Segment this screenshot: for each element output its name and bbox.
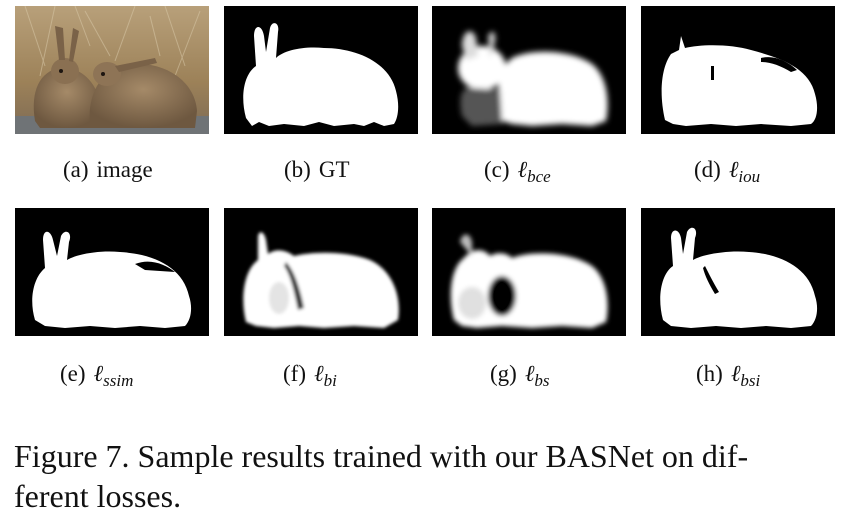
label-b: (b) GT	[284, 157, 350, 182]
ssim-mask	[15, 208, 209, 336]
iou-mask	[641, 6, 835, 134]
bce-mask	[432, 6, 626, 134]
panel-f-mask	[224, 208, 418, 336]
label-a: (a) image	[63, 157, 153, 182]
panel-e-mask	[15, 208, 209, 336]
bsi-mask	[641, 208, 835, 336]
label-h: (h) ℓbsi	[696, 361, 761, 390]
panel-d-mask	[641, 6, 835, 134]
label-d: (d) ℓiou	[694, 157, 761, 186]
label-e: (e) ℓssim	[60, 361, 134, 390]
panel-c-mask	[432, 6, 626, 134]
rabbit-photo	[15, 6, 209, 134]
panel-h-mask	[641, 208, 835, 336]
caption-line-1: Figure 7. Sample results trained with ou…	[14, 438, 749, 474]
label-f: (f) ℓbi	[283, 361, 337, 390]
bs-mask	[432, 208, 626, 336]
bi-mask	[224, 208, 418, 336]
figure-caption: Figure 7. Sample results trained with ou…	[14, 436, 840, 516]
gt-mask	[224, 6, 418, 134]
panel-g-mask	[432, 208, 626, 336]
panel-a-image	[15, 6, 209, 134]
caption-line-2: ferent losses.	[14, 478, 182, 514]
panel-b-mask	[224, 6, 418, 134]
label-g: (g) ℓbs	[490, 361, 550, 390]
label-c: (c) ℓbce	[484, 157, 551, 186]
